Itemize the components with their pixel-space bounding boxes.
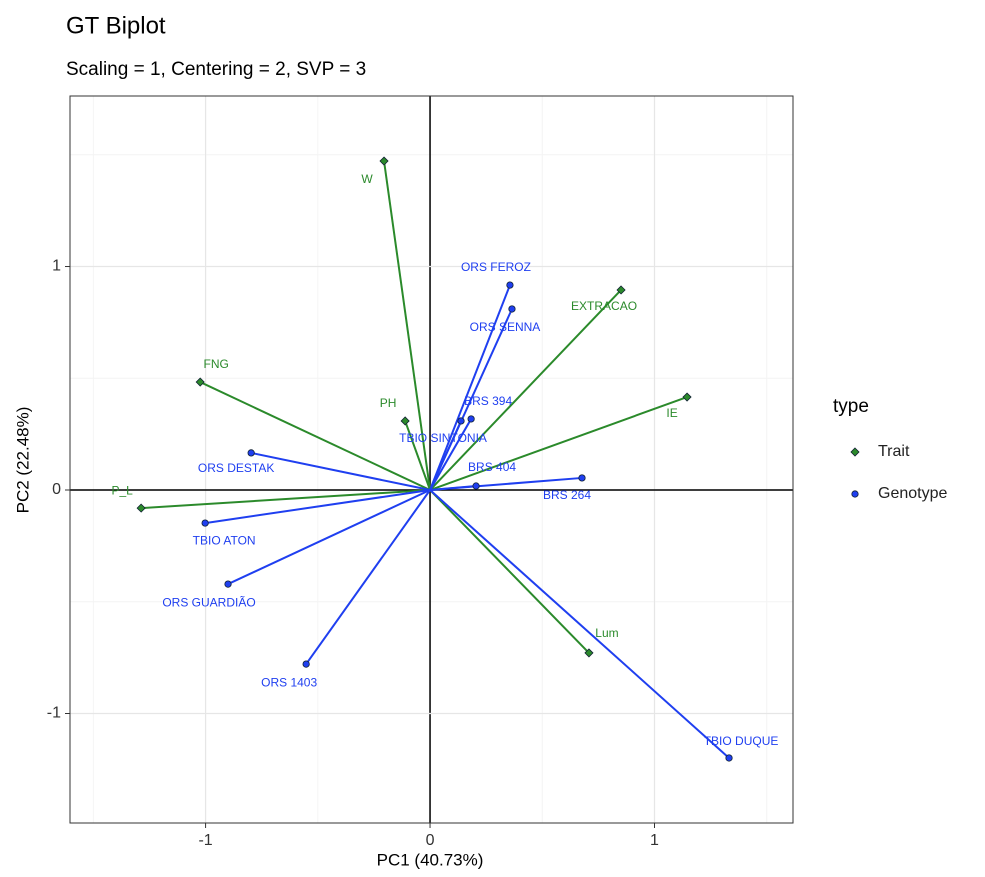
- point: [578, 474, 586, 482]
- point-label: EXTRACAO: [571, 299, 637, 313]
- y-tick-label: 0: [52, 481, 61, 498]
- vector: [404, 420, 431, 491]
- point: [506, 281, 514, 289]
- vector: [250, 451, 431, 491]
- vector: [204, 489, 431, 525]
- vector: [227, 489, 431, 585]
- chart-subtitle: Scaling = 1, Centering = 2, SVP = 3: [66, 59, 366, 80]
- vector: [429, 420, 462, 491]
- point-label: TBIO ATON: [193, 533, 256, 547]
- vector: [383, 160, 432, 491]
- legend-marker: [851, 490, 859, 498]
- x-tick-label: 1: [650, 832, 659, 849]
- point-label: BRS 404: [468, 460, 516, 474]
- point-label: IE: [666, 406, 677, 420]
- point-label: TBIO DUQUE: [704, 734, 779, 748]
- point: [584, 648, 594, 658]
- legend-marker: [850, 447, 860, 457]
- point: [457, 417, 465, 425]
- point-label: FNG: [204, 357, 229, 371]
- point-label: BRS 264: [543, 488, 591, 502]
- point-label: Lum: [595, 626, 618, 640]
- y-tick-label: 1: [52, 258, 61, 275]
- point: [247, 449, 255, 457]
- point: [302, 660, 310, 668]
- point: [224, 580, 232, 588]
- point: [616, 285, 626, 295]
- point: [195, 377, 205, 387]
- legend-label: Trait: [878, 443, 910, 460]
- plot-background: [70, 96, 793, 823]
- vector: [429, 396, 688, 491]
- point-label: ORS SENNA: [470, 320, 541, 334]
- vector: [141, 489, 431, 510]
- point: [379, 156, 389, 166]
- plot-border: [69, 95, 794, 824]
- point: [725, 754, 733, 762]
- y-tick-label: -1: [47, 705, 61, 722]
- point-label: ORS 1403: [261, 675, 317, 689]
- x-tick-label: -1: [198, 832, 212, 849]
- x-tick-label: 0: [426, 832, 435, 849]
- point-label: PH: [380, 396, 397, 410]
- point: [400, 416, 410, 426]
- point: [472, 482, 480, 490]
- y-axis-title: PC2 (22.48%): [13, 407, 32, 514]
- point: [508, 305, 516, 313]
- point: [682, 392, 692, 402]
- vector: [199, 381, 431, 491]
- point-label: ORS FEROZ: [461, 260, 531, 274]
- legend-title: type: [833, 396, 869, 417]
- point: [136, 503, 146, 513]
- vector: [429, 489, 590, 654]
- vector: [429, 418, 472, 491]
- point-label: TBIO SINTONIA: [399, 431, 487, 445]
- point-label: W: [361, 172, 373, 186]
- chart-title: GT Biplot: [66, 12, 166, 39]
- x-axis-title: PC1 (40.73%): [377, 850, 484, 869]
- point: [467, 415, 475, 423]
- vector: [429, 489, 730, 759]
- vector: [305, 489, 431, 665]
- vector: [429, 476, 583, 492]
- vector: [429, 289, 622, 491]
- vector: [429, 284, 511, 491]
- point-label: ORS DESTAK: [198, 461, 274, 475]
- point-label: P_L: [111, 483, 133, 497]
- point-label: ORS GUARDIÃO: [162, 595, 255, 609]
- point-label: BRS 394: [464, 394, 512, 408]
- legend-label: Genotype: [878, 485, 947, 502]
- point: [201, 519, 209, 527]
